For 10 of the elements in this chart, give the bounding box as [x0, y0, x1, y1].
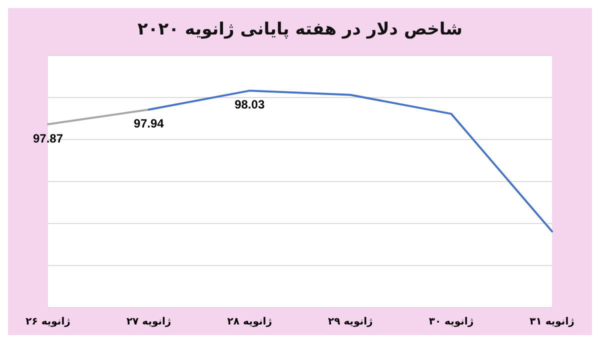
x-tick-label: ۳۰ ژانویه: [428, 316, 474, 328]
data-label: 97.87: [32, 131, 64, 146]
x-tick-label: ۲۷ ژانویه: [126, 316, 172, 328]
x-tick-label: ۳۱ ژانویه: [530, 316, 575, 328]
data-label: 98.03: [234, 98, 265, 112]
x-tick-label: ۲۶ ژانویه: [26, 316, 71, 328]
x-tick-label: ۲۸ ژانویه: [227, 316, 272, 328]
chart-title: شاخص دلار در هفته پایانی ژانویه ۲۰۲۰: [138, 20, 462, 40]
x-tick-label: ۲۹ ژانویه: [328, 316, 374, 328]
data-label: 97.94: [134, 116, 164, 131]
